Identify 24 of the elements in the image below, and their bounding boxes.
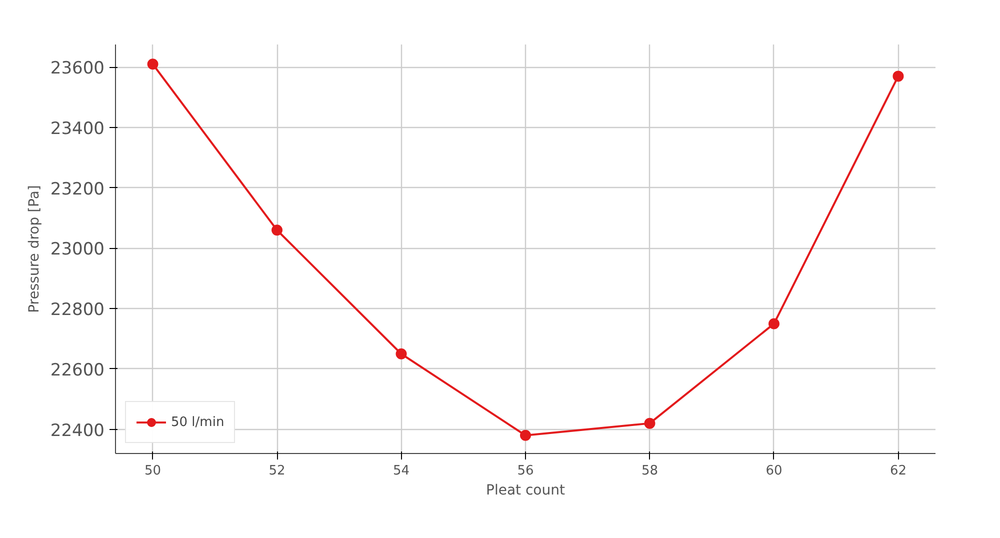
point [892, 70, 904, 82]
point [396, 348, 407, 360]
x-axis-title: Pleat count [486, 482, 566, 498]
point [644, 418, 656, 429]
point [768, 318, 780, 330]
x-tick-label: 50 [144, 464, 162, 478]
point [147, 58, 158, 70]
legend-label: 50 l/min [171, 414, 224, 430]
y-tick-label: 23200 [50, 179, 105, 200]
point [272, 224, 283, 236]
x-tick-label: 58 [641, 464, 658, 478]
y-tick-label: 23600 [50, 58, 105, 79]
x-tick-label: 60 [766, 464, 782, 478]
y-axis-title: Pressure drop [Pa] [26, 185, 42, 313]
x-tick-label: 62 [890, 464, 907, 478]
x-tick-label: 52 [268, 464, 286, 478]
y-tick-label: 22600 [50, 360, 105, 380]
y-tick-label: 23000 [50, 240, 105, 260]
x-tick-label: 56 [517, 464, 534, 478]
y-tick-label: 23400 [50, 119, 105, 140]
point [520, 430, 531, 441]
y-tick-label: 22400 [50, 420, 105, 441]
x-tick-label: 54 [392, 464, 410, 478]
y-tick-label: 22800 [50, 300, 105, 320]
